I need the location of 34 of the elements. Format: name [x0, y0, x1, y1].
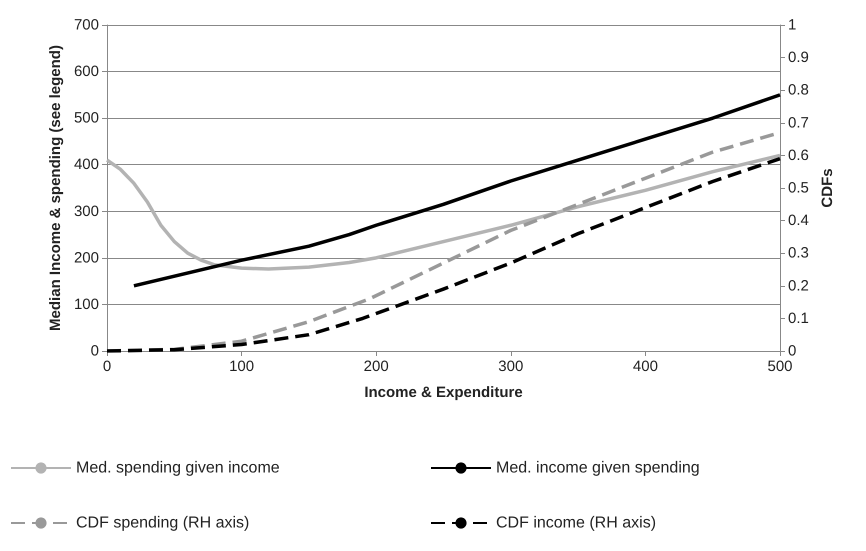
- y-tick-label: 700: [74, 16, 99, 34]
- x-tick-label: 400: [632, 358, 658, 375]
- x-tick-label: 200: [364, 358, 389, 375]
- x-tick-label: 500: [767, 358, 793, 375]
- legend-label: CDF income (RH axis): [496, 514, 656, 532]
- y-tick-label: 400: [74, 156, 99, 174]
- x-tick-label: 100: [229, 358, 254, 375]
- y-tick-label: 600: [74, 63, 99, 80]
- y2-tick-label: 0.5: [788, 180, 809, 196]
- y-tick-label: 100: [74, 296, 99, 313]
- y2-tick-label: 0.7: [788, 114, 809, 132]
- y2-tick-label: 0.4: [788, 212, 809, 230]
- x-axis-title: Income & Expenditure: [364, 384, 523, 401]
- y-tick-label: 300: [74, 202, 99, 220]
- legend-label: Med. income given spending: [496, 460, 700, 476]
- y2-tick-label: 0.8: [788, 82, 809, 99]
- x-tick-label: 300: [498, 358, 524, 375]
- legend-label: Med. spending given income: [76, 460, 280, 476]
- y2-tick-label: 0.3: [788, 244, 809, 262]
- y2-tick-label: 0: [788, 342, 796, 360]
- y2-axis-title: CDFs: [818, 168, 836, 208]
- y-tick-label: 200: [74, 249, 99, 266]
- y-tick-label: 500: [74, 110, 99, 127]
- line-series: [132, 93, 782, 288]
- y-tick-label: 0: [90, 342, 99, 360]
- y2-tick-label: 0.1: [788, 310, 809, 327]
- line-series: [105, 154, 782, 271]
- x-tick-label: 0: [102, 358, 112, 375]
- y2-tick-label: 0.9: [788, 49, 809, 66]
- legend-label: CDF spending (RH axis): [76, 514, 250, 532]
- y2-tick-label: 0.2: [788, 277, 809, 294]
- y-axis-title: Median Income & spending (see legend): [47, 45, 64, 331]
- y2-tick-label: 1: [788, 16, 796, 34]
- y2-tick-label: 0.6: [788, 146, 809, 164]
